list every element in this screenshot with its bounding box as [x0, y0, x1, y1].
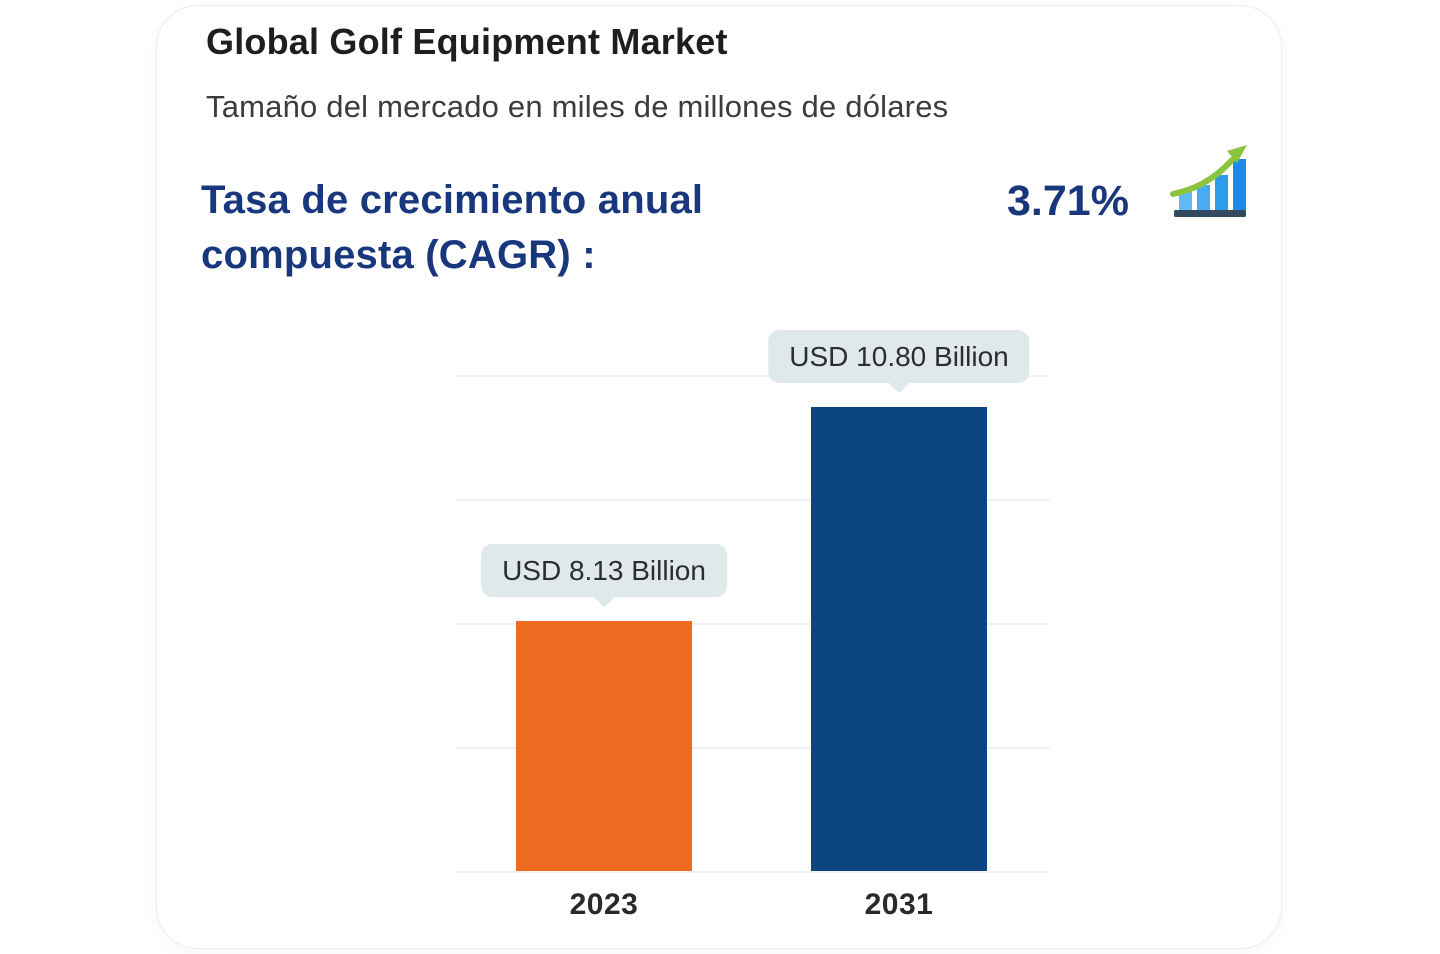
gridline — [456, 623, 1050, 625]
x-axis-label-2023: 2023 — [569, 888, 639, 921]
icon-bar-2 — [1197, 185, 1210, 210]
cagr-label-line1: Tasa de crecimiento anual — [201, 178, 704, 222]
icon-growth-arrow — [1170, 157, 1235, 197]
growth-bar-chart-icon — [1170, 145, 1247, 217]
icon-bar-1 — [1179, 191, 1192, 210]
card-subtitle: Tamaño del mercado en miles de millones … — [206, 89, 949, 124]
gridline — [456, 375, 1050, 377]
bar-chart: USD 8.13 Billion 2023 USD 10.80 Billion 203… — [157, 6, 1283, 950]
x-axis-label-2031: 2031 — [864, 888, 934, 921]
x-axis-baseline — [456, 871, 1050, 873]
cagr-label: Tasa de crecimiento anual compuesta (CAG… — [201, 173, 703, 283]
bar-value-label-2023: USD 8.13 Billion — [481, 544, 727, 608]
cagr-value: 3.71% — [1007, 177, 1129, 225]
icon-arrowhead — [1227, 145, 1247, 163]
bar-value-label-2031: USD 10.80 Billion — [768, 330, 1030, 394]
gridline — [456, 499, 1050, 501]
icon-bar-4 — [1233, 159, 1246, 210]
gridline — [456, 747, 1050, 749]
cagr-label-line2: compuesta (CAGR) : — [201, 233, 596, 277]
card-title: Global Golf Equipment Market — [206, 21, 728, 62]
tooltip-pointer — [886, 369, 912, 394]
icon-bar-3 — [1215, 175, 1228, 210]
bar-2031 — [811, 407, 987, 871]
tooltip-pointer — [591, 583, 617, 608]
market-infographic-card: Global Golf Equipment Market Tamaño del … — [156, 5, 1282, 949]
icon-baseline — [1174, 210, 1246, 217]
bar-2023 — [516, 621, 692, 871]
